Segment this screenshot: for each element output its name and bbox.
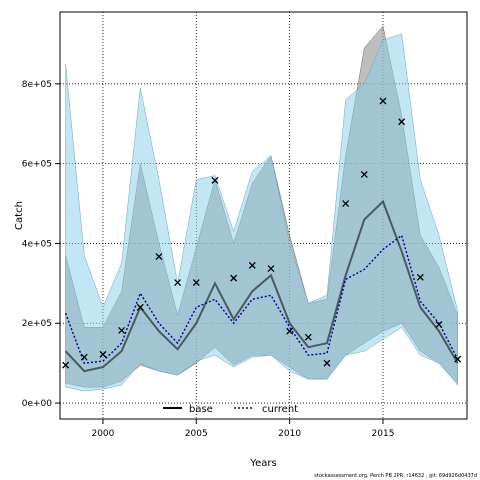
observed-point-2011 <box>304 333 312 341</box>
legend-label-current: current <box>262 404 298 415</box>
plot-border <box>59 11 468 420</box>
observed-point-2007 <box>230 274 238 282</box>
observed-point-2005 <box>192 279 200 286</box>
observed-point-1998 <box>62 361 70 369</box>
x-tick-label-2010: 2010 <box>278 429 301 439</box>
observed-point-2010 <box>286 327 294 335</box>
observed-point-2014 <box>360 170 368 178</box>
observed-point-1999 <box>80 353 88 361</box>
observed-point-2012 <box>323 359 331 367</box>
y-tick-label-0: 0e+00 <box>22 399 53 409</box>
caption: stockassessment.org, Perch PB 2PR, r1463… <box>314 473 477 479</box>
y-tick-label-4: 8e+05 <box>22 80 52 90</box>
x-axis: 2000 2005 2010 2015 <box>91 419 394 439</box>
x-axis-title: Years <box>249 458 276 469</box>
confidence-bands <box>65 25 458 392</box>
observed-point-2016 <box>398 118 406 126</box>
observed-point-2002 <box>136 303 144 311</box>
y-tick-label-1: 2e+05 <box>22 319 52 329</box>
x-tick-label-2000: 2000 <box>91 429 114 439</box>
y-axis-title: Catch <box>14 201 25 230</box>
series-lines <box>64 199 459 373</box>
y-tick-label-2: 4e+05 <box>22 239 52 249</box>
observed-point-2009 <box>267 265 275 273</box>
observed-point-2001 <box>118 326 126 334</box>
observed-point-2000 <box>99 350 107 358</box>
observed-point-2015 <box>379 97 387 105</box>
observed-point-2019 <box>454 355 462 363</box>
legend-label-base: base <box>189 404 213 415</box>
line-current <box>64 234 459 364</box>
observed-point-2006 <box>211 176 219 184</box>
y-axis: 0e+00 2e+05 4e+05 6e+05 8e+05 <box>22 80 60 409</box>
observed-point-2004 <box>174 279 182 286</box>
band-current <box>65 33 458 392</box>
legend: base current <box>163 404 298 415</box>
x-tick-label-2005: 2005 <box>185 429 208 439</box>
observed-point-2003 <box>155 253 163 261</box>
observed-point-2017 <box>416 273 424 281</box>
observed-point-2008 <box>248 261 256 269</box>
y-tick-label-3: 6e+05 <box>22 160 52 170</box>
line-base <box>64 199 459 373</box>
observed-point-2013 <box>342 200 350 207</box>
observed-point-2018 <box>435 320 443 328</box>
x-tick-label-2015: 2015 <box>372 429 395 439</box>
observed-points <box>62 97 462 369</box>
